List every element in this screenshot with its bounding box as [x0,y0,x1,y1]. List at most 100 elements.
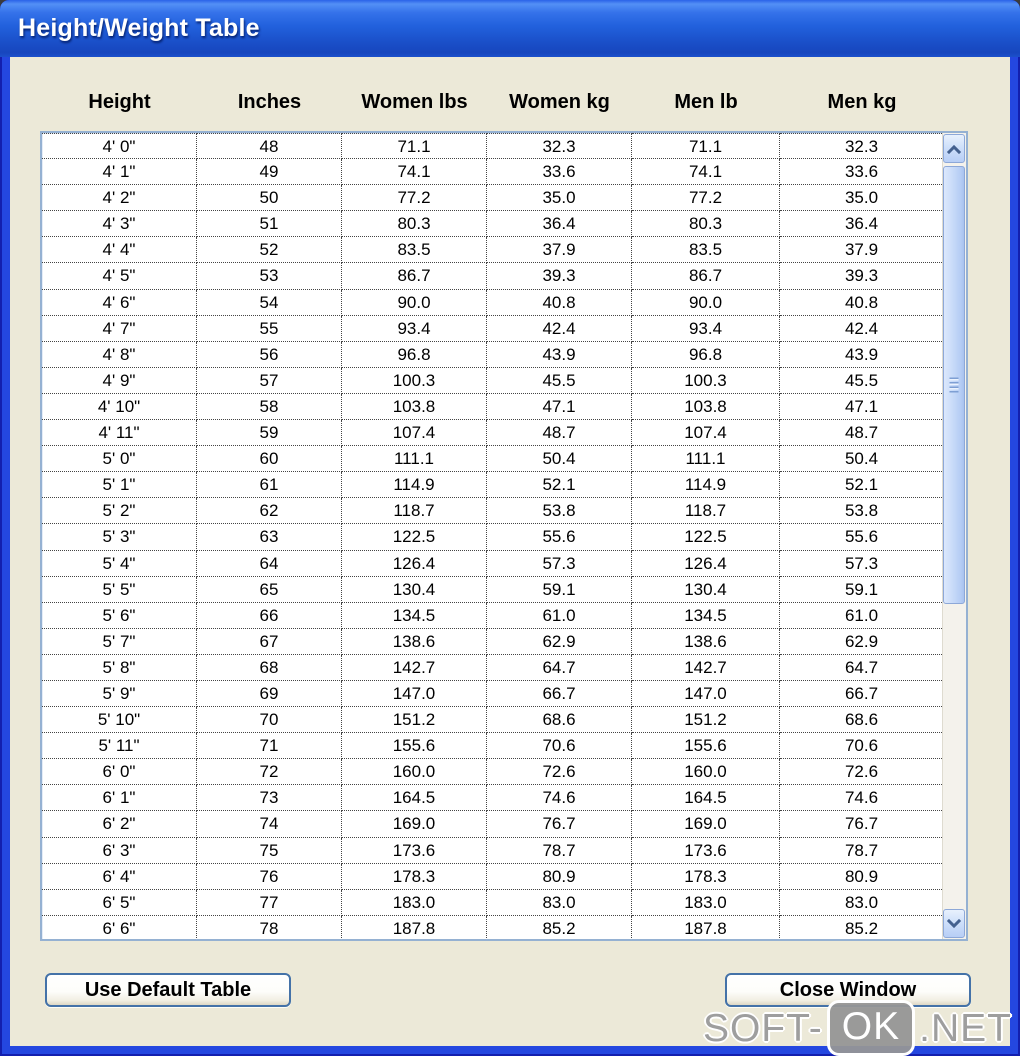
table-cell: 85.2 [487,915,632,939]
table-cell: 42.4 [780,315,944,342]
table-row[interactable]: 4' 6" 54 90.0 40.8 90.0 40.8 [42,289,944,316]
table-cell: 58 [197,393,342,421]
table-cell: 118.7 [342,498,487,525]
height-weight-table[interactable]: 4' 0" 48 71.1 32.3 71.1 32.3 4' 1" 49 74.1 33.6 74… [40,131,968,941]
table-cell: 66.7 [487,680,632,708]
table-cell: 83.0 [487,889,632,916]
table-cell: 100.3 [342,367,487,394]
table-cell: 69 [197,680,342,708]
table-cell: 6' 3" [42,837,197,864]
column-header: Men kg [827,91,897,113]
table-row[interactable]: 5' 11" 71 155.6 70.6 155.6 70.6 [42,733,944,760]
table-cell: 68 [197,654,342,681]
table-cell: 83.5 [632,237,780,264]
table-cell: 173.6 [342,837,487,864]
table-cell: 43.9 [487,341,632,368]
table-cell: 67 [197,628,342,655]
table-row[interactable]: 6' 4" 76 178.3 80.9 178.3 80.9 [42,863,944,890]
table-row[interactable]: 5' 10" 70 151.2 68.6 151.2 68.6 [42,707,944,734]
table-row[interactable]: 5' 9" 69 147.0 66.7 147.0 66.7 [42,680,944,708]
table-row[interactable]: 5' 5" 65 130.4 59.1 130.4 59.1 [42,576,944,603]
table-body: 4' 0" 48 71.1 32.3 71.1 32.3 4' 1" 49 74.1 33.6 74… [42,133,944,939]
table-row[interactable]: 5' 4" 64 126.4 57.3 126.4 57.3 [42,550,944,577]
table-cell: 73 [197,785,342,812]
chevron-up-icon [947,144,961,154]
table-cell: 57.3 [780,550,944,577]
column-header: Inches [237,91,302,113]
table-cell: 78 [197,915,342,939]
table-cell: 37.9 [780,237,944,264]
table-cell: 53.8 [487,498,632,525]
vertical-scrollbar[interactable] [942,133,966,939]
table-row[interactable]: 5' 0" 60 111.1 50.4 111.1 50.4 [42,446,944,473]
table-row[interactable]: 4' 0" 48 71.1 32.3 71.1 32.3 [42,133,944,160]
table-cell: 111.1 [342,446,487,473]
table-row[interactable]: 4' 4" 52 83.5 37.9 83.5 37.9 [42,237,944,264]
table-cell: 5' 1" [42,472,197,499]
table-cell: 178.3 [342,863,487,890]
table-cell: 36.4 [487,211,632,238]
title-bar[interactable]: Height/Weight Table [0,0,1020,57]
table-cell: 85.2 [780,915,944,939]
table-row[interactable]: 6' 2" 74 169.0 76.7 169.0 76.7 [42,811,944,838]
table-row[interactable]: 6' 3" 75 173.6 78.7 173.6 78.7 [42,837,944,864]
table-cell: 50.4 [487,446,632,473]
table-cell: 59.1 [780,576,944,603]
table-cell: 33.6 [780,159,944,186]
table-cell: 83.0 [780,889,944,916]
table-cell: 122.5 [632,524,780,551]
table-cell: 55.6 [487,524,632,551]
table-row[interactable]: 5' 8" 68 142.7 64.7 142.7 64.7 [42,654,944,681]
table-row[interactable]: 4' 9" 57 100.3 45.5 100.3 45.5 [42,367,944,394]
table-cell: 160.0 [632,759,780,786]
table-cell: 54 [197,289,342,316]
table-cell: 55 [197,315,342,342]
table-cell: 138.6 [342,628,487,655]
scrollbar-thumb[interactable] [943,166,965,604]
table-row[interactable]: 6' 0" 72 160.0 72.6 160.0 72.6 [42,759,944,786]
table-row[interactable]: 4' 11" 59 107.4 48.7 107.4 48.7 [42,420,944,447]
table-cell: 5' 3" [42,524,197,551]
table-cell: 5' 9" [42,680,197,708]
watermark-ok-badge: OK [826,1000,916,1056]
table-row[interactable]: 5' 7" 67 138.6 62.9 138.6 62.9 [42,628,944,655]
table-cell: 164.5 [342,785,487,812]
table-cell: 183.0 [342,889,487,916]
table-cell: 5' 4" [42,550,197,577]
table-cell: 187.8 [342,915,487,939]
scroll-down-button[interactable] [943,909,965,938]
table-row[interactable]: 6' 6" 78 187.8 85.2 187.8 85.2 [42,915,944,939]
table-cell: 57.3 [487,550,632,577]
table-row[interactable]: 5' 6" 66 134.5 61.0 134.5 61.0 [42,602,944,629]
table-cell: 83.5 [342,237,487,264]
table-cell: 173.6 [632,837,780,864]
table-cell: 53 [197,263,342,290]
table-cell: 4' 5" [42,263,197,290]
table-cell: 169.0 [342,811,487,838]
table-row[interactable]: 5' 3" 63 122.5 55.6 122.5 55.6 [42,524,944,551]
table-cell: 76.7 [487,811,632,838]
watermark-prefix: SOFT- [702,1006,823,1050]
use-default-table-button[interactable]: Use Default Table [45,973,291,1007]
table-cell: 47.1 [780,393,944,421]
table-row[interactable]: 4' 7" 55 93.4 42.4 93.4 42.4 [42,315,944,342]
table-row[interactable]: 4' 8" 56 96.8 43.9 96.8 43.9 [42,341,944,368]
table-row[interactable]: 6' 1" 73 164.5 74.6 164.5 74.6 [42,785,944,812]
table-row[interactable]: 4' 5" 53 86.7 39.3 86.7 39.3 [42,263,944,290]
scroll-up-button[interactable] [943,134,965,163]
table-row[interactable]: 6' 5" 77 183.0 83.0 183.0 83.0 [42,889,944,916]
table-row[interactable]: 4' 1" 49 74.1 33.6 74.1 33.6 [42,159,944,186]
table-cell: 59.1 [487,576,632,603]
table-row[interactable]: 4' 3" 51 80.3 36.4 80.3 36.4 [42,211,944,238]
table-row[interactable]: 5' 1" 61 114.9 52.1 114.9 52.1 [42,472,944,499]
dialog-content: Height Inches Women lbs Women kg Men lb Men k… [10,57,1010,1046]
table-row[interactable]: 5' 2" 62 118.7 53.8 118.7 53.8 [42,498,944,525]
table-cell: 86.7 [342,263,487,290]
table-row[interactable]: 4' 2" 50 77.2 35.0 77.2 35.0 [42,185,944,212]
table-row[interactable]: 4' 10" 58 103.8 47.1 103.8 47.1 [42,393,944,421]
table-cell: 103.8 [632,393,780,421]
table-cell: 4' 6" [42,289,197,316]
table-cell: 6' 4" [42,863,197,890]
table-cell: 35.0 [487,185,632,212]
